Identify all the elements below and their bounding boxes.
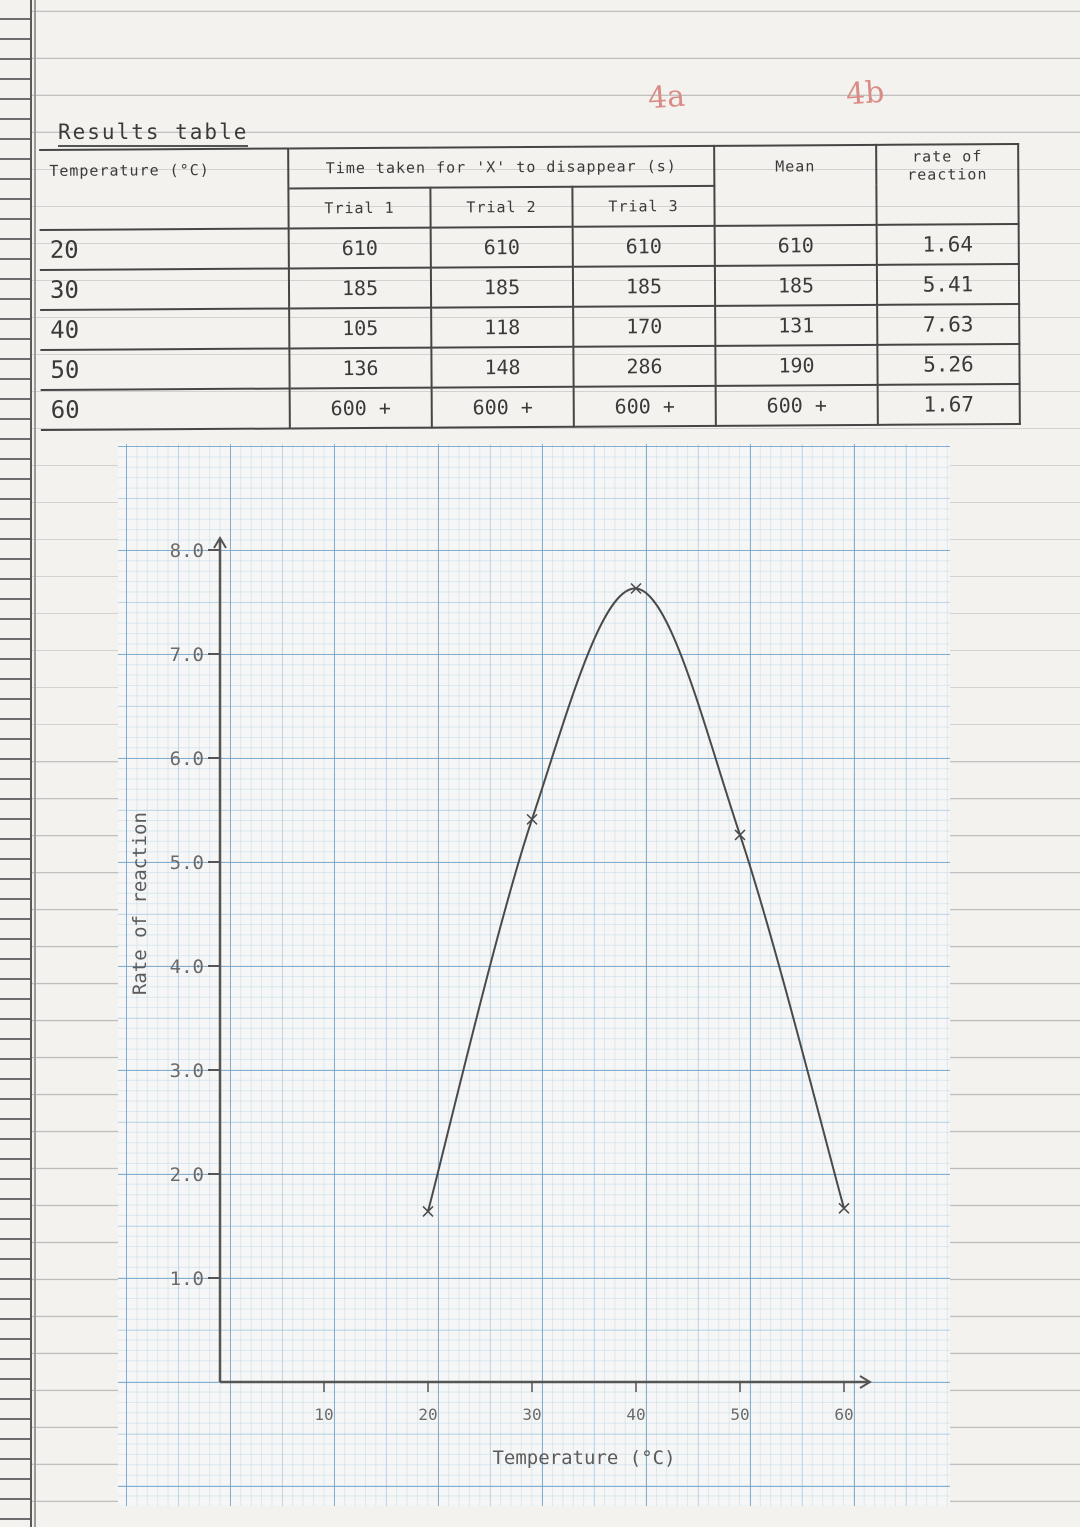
cell-mean: 190 xyxy=(715,344,878,386)
x-axis-arrow xyxy=(859,1375,872,1389)
cell-rate: 1.64 xyxy=(876,224,1019,265)
x-tick-label: 40 xyxy=(626,1405,645,1424)
cell-trial-2: 118 xyxy=(431,306,574,348)
cell-trial-3: 185 xyxy=(572,265,716,307)
x-tick-label: 30 xyxy=(522,1405,541,1424)
cell-trial-2: 148 xyxy=(431,346,574,388)
cell-trial-1: 610 xyxy=(288,227,431,269)
y-tick-label: 5.0 xyxy=(170,852,204,874)
y-tick-label: 3.0 xyxy=(170,1060,204,1082)
header-time-taken: Time taken for 'X' to disappear (s) xyxy=(288,145,715,189)
notebook-spine xyxy=(0,0,30,1527)
x-tick-label: 20 xyxy=(418,1405,437,1424)
header-mean: Mean xyxy=(714,144,877,186)
cell-rate: 5.41 xyxy=(876,264,1020,305)
annotation-4a: 4a xyxy=(646,78,687,117)
x-tick-label: 50 xyxy=(730,1405,749,1424)
table-row: 40 105 118 170 131 7.63 xyxy=(40,304,1020,350)
rate-temperature-chart: 1.0 2.0 3.0 4.0 5.0 6.0 7.0 8.0 10 20 30 40 50 60 Te… xyxy=(129,536,872,1469)
cell-temperature: 20 xyxy=(39,228,289,270)
annotation-4b: 4b xyxy=(844,74,886,113)
cell-temperature: 40 xyxy=(40,308,290,350)
cell-trial-2: 600 + xyxy=(431,386,574,428)
header-rate: rate of reaction xyxy=(876,144,1019,185)
table-row: 20 610 610 610 610 1.64 xyxy=(39,224,1019,270)
y-tick-label: 1.0 xyxy=(170,1268,204,1290)
cell-trial-1: 136 xyxy=(289,347,432,389)
results-table: Temperature (°C) Time taken for 'X' to d… xyxy=(39,143,1021,431)
header-rate-blank xyxy=(876,184,1019,225)
cell-trial-1: 185 xyxy=(288,267,432,309)
header-mean-blank xyxy=(714,184,877,226)
cell-mean: 600 + xyxy=(715,384,878,426)
y-tick-label: 6.0 xyxy=(170,748,204,770)
series-line xyxy=(427,587,845,1212)
table-subheader-row: Trial 1 Trial 2 Trial 3 xyxy=(39,184,1019,230)
cell-trial-1: 105 xyxy=(289,307,432,349)
table-title: Results table xyxy=(58,120,249,147)
y-tick-label: 7.0 xyxy=(170,644,204,666)
x-axis-label: Temperature (°C) xyxy=(492,1447,675,1469)
cell-mean: 131 xyxy=(715,304,878,346)
cell-rate: 1.67 xyxy=(877,384,1020,425)
header-temperature: Temperature (°C) xyxy=(39,148,289,190)
y-axis-label: Rate of reaction xyxy=(129,812,151,995)
table-row: 50 136 148 286 190 5.26 xyxy=(40,344,1020,390)
x-axis-ticks: 10 20 30 40 50 60 xyxy=(314,1382,854,1424)
cell-temperature: 60 xyxy=(40,388,290,430)
cell-trial-2: 610 xyxy=(430,226,573,268)
header-trial-2: Trial 2 xyxy=(430,186,573,228)
margin-line xyxy=(34,0,36,1527)
table-row: 30 185 185 185 185 5.41 xyxy=(39,264,1020,310)
data-point xyxy=(734,829,746,841)
cell-mean: 185 xyxy=(714,264,878,306)
cell-trial-3: 610 xyxy=(572,225,715,267)
cell-trial-3: 600 + xyxy=(573,385,716,427)
spine-rule xyxy=(30,0,32,1527)
cell-rate: 7.63 xyxy=(877,304,1020,345)
header-trial-1: Trial 1 xyxy=(288,187,431,229)
cell-trial-2: 185 xyxy=(430,266,574,308)
chart-axes xyxy=(213,536,872,1389)
cell-temperature: 50 xyxy=(40,348,290,390)
data-point xyxy=(630,582,642,595)
table-header-row: Temperature (°C) Time taken for 'X' to d… xyxy=(39,144,1019,190)
table-row: 60 600 + 600 + 600 + 600 + 1.67 xyxy=(40,384,1020,430)
x-tick-label: 60 xyxy=(834,1405,853,1424)
header-blank xyxy=(39,188,289,230)
header-trial-3: Trial 3 xyxy=(572,185,715,227)
graph-paper: 1.0 2.0 3.0 4.0 5.0 6.0 7.0 8.0 10 20 30 40 50 60 Te… xyxy=(118,444,950,1506)
data-point xyxy=(526,813,538,825)
y-tick-label: 2.0 xyxy=(170,1164,204,1186)
y-tick-label: 8.0 xyxy=(170,540,204,562)
y-axis-ticks: 1.0 2.0 3.0 4.0 5.0 6.0 7.0 8.0 xyxy=(170,540,220,1290)
cell-trial-3: 286 xyxy=(573,345,716,387)
x-tick-label: 10 xyxy=(314,1405,333,1424)
y-axis-arrow xyxy=(213,536,227,549)
cell-trial-1: 600 + xyxy=(289,387,432,429)
data-point xyxy=(422,1205,434,1217)
cell-trial-3: 170 xyxy=(573,305,716,347)
cell-rate: 5.26 xyxy=(877,344,1020,385)
cell-mean: 610 xyxy=(714,224,877,266)
y-tick-label: 4.0 xyxy=(170,956,204,978)
cell-temperature: 30 xyxy=(39,268,290,310)
data-points xyxy=(422,582,850,1217)
data-point xyxy=(838,1202,850,1214)
